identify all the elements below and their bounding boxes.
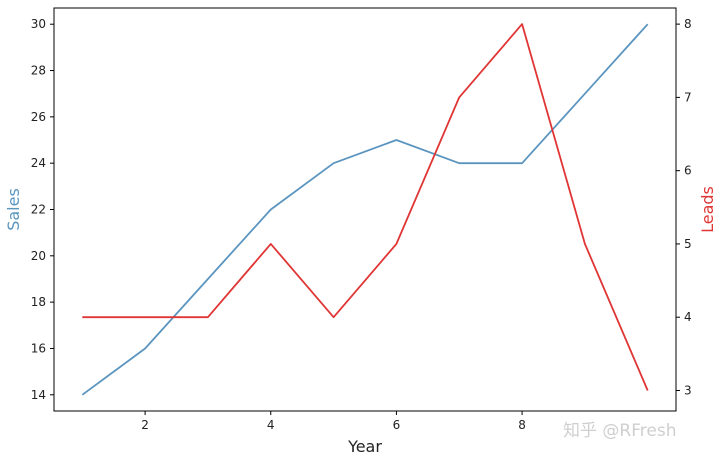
left-y-tick-label: 30 — [31, 17, 46, 31]
right-y-axis: 3 4 5 6 7 8 — [676, 17, 692, 397]
x-tick-label: 4 — [267, 418, 275, 432]
right-y-tick-label: 4 — [684, 310, 692, 324]
right-y-tick-label: 7 — [684, 90, 692, 104]
right-y-tick-label: 5 — [684, 237, 692, 251]
series-line-sales — [81, 23, 649, 396]
x-axis: 2 4 6 8 — [141, 411, 526, 432]
left-y-axis-title: Sales — [4, 188, 23, 231]
right-y-tick-label: 6 — [684, 164, 692, 178]
series-layer — [81, 23, 649, 396]
left-y-tick-label: 22 — [31, 203, 46, 217]
right-y-tick-label: 3 — [684, 383, 692, 397]
left-y-tick-label: 20 — [31, 249, 46, 263]
left-y-tick-label: 28 — [31, 64, 46, 78]
x-axis-title: Year — [347, 437, 382, 456]
x-tick-label: 2 — [141, 418, 149, 432]
left-y-tick-label: 24 — [31, 156, 46, 170]
x-tick-label: 6 — [393, 418, 401, 432]
left-y-tick-label: 18 — [31, 295, 46, 309]
plot-area-frame — [53, 7, 677, 412]
left-y-tick-label: 26 — [31, 110, 46, 124]
series-line-leads — [82, 23, 649, 391]
left-y-tick-label: 14 — [31, 388, 46, 402]
left-y-tick-label: 16 — [31, 341, 46, 355]
right-y-axis-title: Leads — [698, 186, 717, 233]
x-tick-label: 8 — [518, 418, 526, 432]
watermark: 知乎 @RFresh — [563, 421, 676, 441]
left-y-axis: 14 16 18 20 22 24 26 28 30 — [31, 17, 54, 402]
right-y-tick-label: 8 — [684, 17, 692, 31]
